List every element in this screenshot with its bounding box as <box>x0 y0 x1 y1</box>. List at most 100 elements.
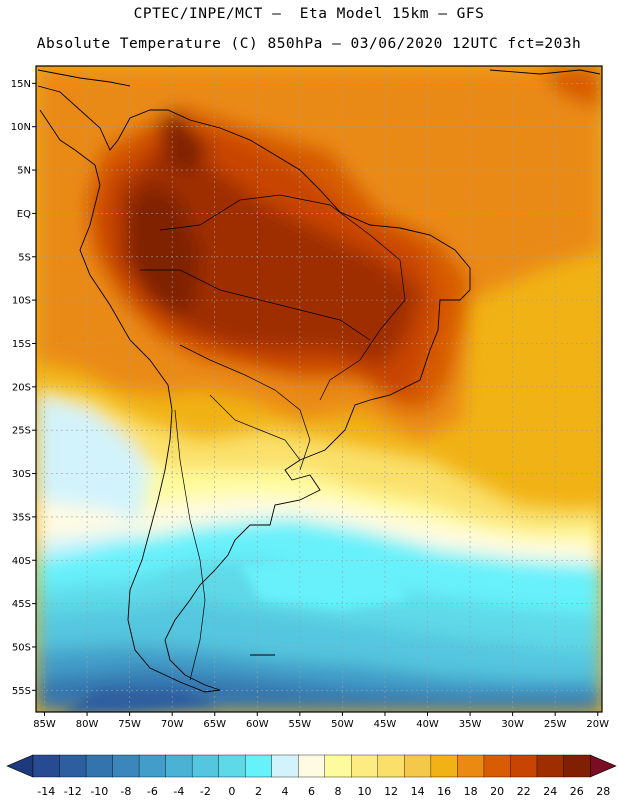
lat-label: 15N <box>11 79 31 90</box>
colorbar-swatch <box>510 754 538 778</box>
map-title-variable: Absolute Temperature (C) 850hPa – 03/06/… <box>36 36 582 52</box>
lat-label: 25S <box>12 426 31 437</box>
lon-label: 35W <box>459 719 482 730</box>
colorbar-label: 0 <box>228 785 235 798</box>
colorbar-swatch <box>218 754 246 778</box>
colorbar-label: -4 <box>173 785 184 798</box>
colorbar-label: 26 <box>570 785 584 798</box>
colorbar-label: 2 <box>255 785 262 798</box>
colorbar-label: 6 <box>308 785 315 798</box>
lat-label: 15S <box>12 339 31 350</box>
lon-label: 70W <box>161 719 184 730</box>
colorbar-label: 24 <box>543 785 557 798</box>
lat-label: 5S <box>18 252 31 263</box>
caribbean-islands <box>489 69 601 75</box>
national-border <box>159 194 406 401</box>
lon-label: 45W <box>374 719 397 730</box>
temperature-field <box>36 66 602 712</box>
colorbar-label: -10 <box>90 785 108 798</box>
colorbar-label: -2 <box>200 785 211 798</box>
lon-label: 25W <box>544 719 567 730</box>
colorbar-overflow-arrow <box>589 754 617 778</box>
colorbar-label: 18 <box>464 785 478 798</box>
colorbar-swatch <box>271 754 299 778</box>
band-20-22-caribbean <box>540 66 602 110</box>
lat-label: 20S <box>12 382 31 393</box>
south-america-coastline <box>37 85 471 693</box>
colorbar-swatch <box>112 754 140 778</box>
lat-label: 50S <box>12 642 31 653</box>
central-america-coastline <box>37 69 131 87</box>
lat-label: 5N <box>17 166 31 177</box>
band-26-28-north <box>160 110 210 175</box>
colorbar-swatch <box>483 754 512 778</box>
colorbar-swatch <box>430 754 458 778</box>
colorbar-label: 14 <box>411 785 425 798</box>
colorbar-label: 22 <box>517 785 531 798</box>
colorbar-swatch <box>536 754 565 778</box>
lat-label: 45S <box>12 599 31 610</box>
colorbar-label: 10 <box>358 785 372 798</box>
coastline-borders <box>37 69 601 693</box>
band-2-4-patch <box>240 555 410 610</box>
latitude-labels: 15N 10N 5N EQ 5S 10S 15S 20S 25S 30S 35S 40S 45S 50S 5… <box>11 79 31 697</box>
colorbar-swatch <box>244 754 273 778</box>
colorbar-labels: -14 -12 -10 -8 -6 -4 -2 0 2 4 6 8 10 12 14 16 18 20 22 24 26… <box>37 785 610 798</box>
map-title-source: CPTEC/INPE/MCT – Eta Model 15km – GFS <box>133 6 485 22</box>
lat-label: EQ <box>17 209 31 220</box>
colorbar-swatch <box>377 754 405 778</box>
longitude-labels: 85W 80W 75W 70W 65W 60W 55W 50W 45W 40W 35W 30W 25W 2… <box>33 719 609 730</box>
colorbar-swatch <box>165 754 193 778</box>
band-24-26 <box>120 150 420 365</box>
colorbar-swatch <box>351 754 379 778</box>
national-border <box>179 344 311 471</box>
colorbar-swatch <box>138 754 167 778</box>
band-6-8 <box>36 500 150 540</box>
colorbar-swatch <box>457 754 485 778</box>
band-minus12-minus10 <box>60 690 220 712</box>
national-border <box>140 269 371 341</box>
lon-label: 40W <box>416 719 439 730</box>
colorbar-swatch <box>404 754 432 778</box>
colorbar-swatch <box>324 754 352 778</box>
lon-label: 60W <box>246 719 269 730</box>
colorbar-label: 12 <box>384 785 398 798</box>
colorbar-label: 16 <box>437 785 451 798</box>
lon-label: 55W <box>289 719 312 730</box>
band-26-28 <box>128 185 200 320</box>
lon-label: 20W <box>586 719 609 730</box>
lat-label: 30S <box>12 469 31 480</box>
colorbar-swatch <box>85 754 114 778</box>
lon-label: 75W <box>118 719 141 730</box>
national-border <box>209 394 301 461</box>
colorbar-label: -12 <box>64 785 82 798</box>
lon-label: 65W <box>203 719 226 730</box>
colorbar-label: 28 <box>596 785 610 798</box>
colorbar-label: 8 <box>335 785 342 798</box>
colorbar-label: -8 <box>120 785 131 798</box>
colorbar-label: -6 <box>147 785 158 798</box>
temperature-colorbar <box>6 754 617 778</box>
lon-label: 30W <box>501 719 524 730</box>
lat-label: 10N <box>11 122 31 133</box>
lat-label: 10S <box>12 296 31 307</box>
colorbar-swatch <box>191 754 220 778</box>
colorbar-underflow-arrow <box>6 754 34 778</box>
colorbar-swatch <box>59 754 87 778</box>
lat-label: 55S <box>12 686 31 697</box>
lon-label: 85W <box>33 719 56 730</box>
colorbar-label: 20 <box>490 785 504 798</box>
colorbar-label: -14 <box>37 785 55 798</box>
lat-label: 40S <box>12 556 31 567</box>
graticule <box>32 66 602 716</box>
colorbar-swatch <box>563 754 591 778</box>
national-border <box>174 409 206 681</box>
colorbar-swatch <box>32 754 61 778</box>
colorbar-swatch <box>298 754 326 778</box>
lat-label: 35S <box>12 512 31 523</box>
map-frame <box>35 65 603 713</box>
lon-label: 50W <box>331 719 354 730</box>
colorbar-label: 4 <box>281 785 288 798</box>
lon-label: 80W <box>76 719 99 730</box>
